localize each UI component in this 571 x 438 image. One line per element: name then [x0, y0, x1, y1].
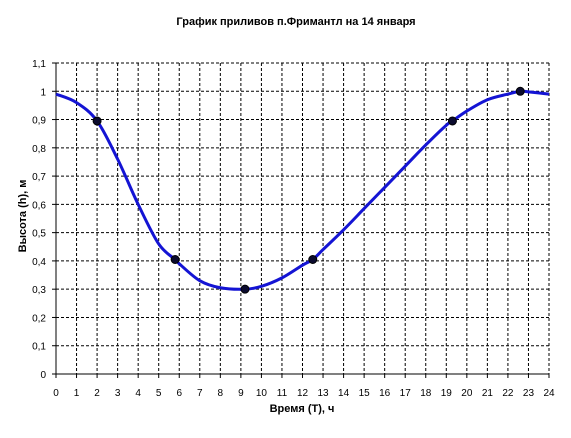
data-point [447, 116, 457, 126]
y-tick-label: 0 [40, 370, 46, 381]
x-tick-label: 3 [115, 388, 121, 399]
x-tick-label: 4 [135, 388, 141, 399]
x-tick-label: 11 [277, 388, 288, 399]
y-tick-label: 1 [40, 87, 46, 98]
data-point [240, 284, 250, 294]
x-tick-label: 12 [297, 388, 309, 399]
x-tick-label: 22 [502, 388, 514, 399]
x-tick-label: 6 [176, 388, 182, 399]
x-tick-label: 5 [156, 388, 162, 399]
y-tick-label: 0,6 [32, 200, 46, 211]
data-point [170, 254, 180, 264]
y-tick-label: 0,8 [32, 144, 46, 155]
x-tick-label: 23 [523, 388, 535, 399]
y-tick-label: 0,3 [32, 285, 46, 296]
y-tick-label: 0,9 [32, 116, 46, 127]
data-point [308, 254, 318, 264]
y-tick-label: 1,1 [32, 59, 46, 70]
chart-title: График приливов п.Фримантл на 14 января [176, 16, 415, 28]
x-tick-label: 20 [461, 388, 473, 399]
axes [52, 62, 550, 378]
x-tick-label: 2 [94, 388, 100, 399]
data-point [92, 116, 102, 126]
y-tick-label: 0,1 [32, 342, 46, 353]
x-tick-label: 10 [256, 388, 268, 399]
y-tick-label: 0,5 [32, 229, 46, 240]
x-tick-label: 17 [400, 388, 412, 399]
x-tick-label: 0 [53, 388, 59, 399]
y-tick-label: 0,4 [32, 257, 46, 268]
data-point [515, 86, 525, 96]
x-tick-label: 24 [543, 388, 555, 399]
grid [56, 62, 550, 374]
x-tick-label: 21 [482, 388, 494, 399]
x-tick-label: 18 [420, 388, 432, 399]
x-tick-label: 1 [74, 388, 80, 399]
x-tick-label: 15 [359, 388, 371, 399]
x-tick-label: 7 [197, 388, 203, 399]
x-tick-label: 19 [441, 388, 453, 399]
x-tick-label: 13 [317, 388, 329, 399]
y-tick-label: 0,7 [32, 172, 46, 183]
x-axis-label: Время (T), ч [270, 403, 335, 415]
series [55, 86, 550, 294]
y-axis-label: Высота (h), м [17, 180, 29, 253]
x-tick-label: 14 [338, 388, 350, 399]
tick-labels: 0 1 2 3 4 5 6 7 8 9 10 11 12 13 14 15 16 17 18 19 20 21 22 23 24… [32, 59, 555, 399]
y-tick-label: 0,2 [32, 313, 46, 324]
x-tick-label: 16 [379, 388, 391, 399]
x-tick-label: 8 [218, 388, 224, 399]
x-tick-label: 9 [238, 388, 244, 399]
